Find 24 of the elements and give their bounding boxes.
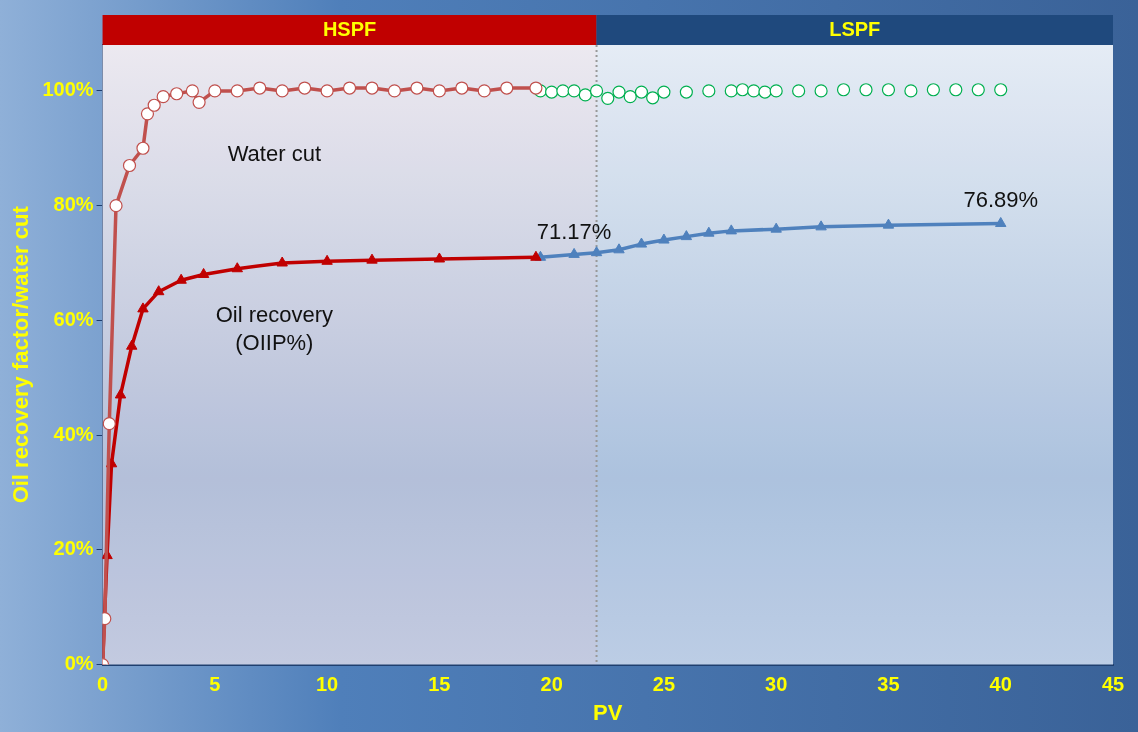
x-tick-label: 25 [652,673,676,696]
annotation: 71.17% [536,219,612,245]
x-tick-label: 5 [209,673,221,696]
x-axis-title: PV [593,699,623,725]
y-tick-label: 0% [64,652,94,675]
x-tick-label: 0 [96,673,109,696]
x-tick-label: 35 [877,673,900,696]
y-tick-label: 40% [53,422,94,445]
y-tick-label: 60% [53,307,94,330]
y-axis-title: Oil recovery factor/water cut [8,205,34,504]
series-label: Oil recovery (OIIP%) [215,302,334,356]
x-tick-label: 45 [1101,673,1125,696]
y-tick-label: 20% [53,537,94,560]
band-label: HSPF [322,17,377,40]
y-tick-label: 80% [53,193,94,216]
band-label: LSPF [829,17,881,40]
annotation: 76.89% [963,186,1039,212]
series-label: Water cut [227,141,321,167]
x-tick-label: 15 [428,673,451,696]
x-tick-label: 20 [540,673,563,696]
x-tick-label: 40 [989,673,1012,696]
x-tick-label: 30 [765,673,788,696]
y-tick-label: 100% [42,78,94,101]
x-tick-label: 10 [315,673,339,696]
